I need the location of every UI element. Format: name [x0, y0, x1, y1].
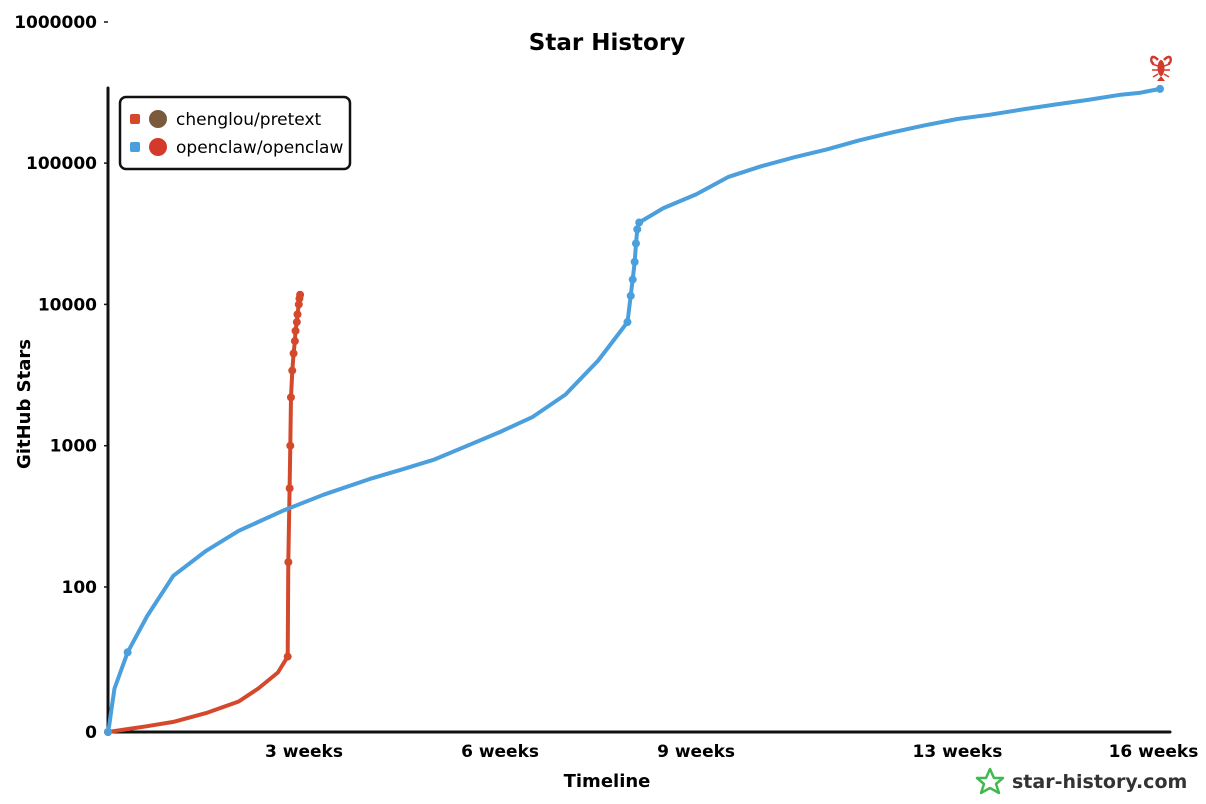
- y-tick-label: 0: [85, 723, 97, 743]
- series-layer: [104, 84, 1164, 736]
- legend-label-pretext: chenglou/pretext: [176, 110, 322, 130]
- legend-box: [118, 95, 352, 171]
- data-point: [1156, 84, 1164, 93]
- data-point: [286, 441, 295, 450]
- chart-title: Star History: [529, 30, 685, 56]
- y-tick-label: 1000: [50, 437, 97, 457]
- data-point: [104, 728, 112, 736]
- watermark-text: star-history.com: [1012, 771, 1187, 793]
- openclaw-avatar-icon: [149, 138, 167, 156]
- data-point: [294, 300, 303, 309]
- data-point: [283, 652, 292, 661]
- x-axis-title: Timeline: [564, 771, 651, 792]
- y-axis-ticks: 0 100 1000 10000 100000 1000000: [14, 13, 108, 743]
- data-point: [626, 291, 635, 300]
- x-tick-label: 13 weeks: [913, 742, 1003, 762]
- lobster-icon: [1149, 55, 1173, 81]
- watermark: star-history.com: [975, 767, 1187, 795]
- legend-swatch-pretext: [130, 114, 140, 124]
- y-axis-title: GitHub Stars: [14, 339, 35, 469]
- y-tick-label: 10000: [38, 295, 97, 315]
- data-point: [289, 349, 298, 358]
- data-point: [292, 318, 301, 327]
- series-line-pretext: [106, 292, 303, 734]
- data-point: [288, 366, 297, 375]
- y-tick-label: 100: [62, 578, 98, 598]
- pretext-avatar-icon: [149, 110, 167, 128]
- data-point: [296, 290, 305, 299]
- data-point: [291, 326, 300, 335]
- x-tick-label: 6 weeks: [461, 742, 539, 762]
- data-point: [286, 393, 295, 402]
- x-tick-label: 9 weeks: [657, 742, 735, 762]
- legend: chenglou/pretext openclaw/openclaw: [118, 95, 352, 171]
- data-point: [285, 484, 294, 493]
- y-tick-label: 1000000: [14, 13, 97, 33]
- series-line-openclaw: [106, 86, 1162, 734]
- x-axis-ticks: 3 weeks 6 weeks 9 weeks 13 weeks 16 weeks: [265, 742, 1198, 762]
- x-tick-label: 16 weeks: [1109, 742, 1199, 762]
- data-point: [633, 225, 642, 234]
- star-history-logo-icon: [975, 767, 1005, 795]
- x-tick-label: 3 weeks: [265, 742, 343, 762]
- legend-swatch-openclaw: [130, 142, 140, 152]
- data-point: [290, 337, 299, 346]
- y-tick-label: 100000: [26, 154, 97, 174]
- legend-label-openclaw: openclaw/openclaw: [176, 138, 343, 158]
- data-point: [284, 558, 293, 567]
- data-point: [631, 239, 640, 248]
- data-point: [623, 318, 632, 327]
- data-point: [293, 310, 302, 319]
- data-point: [628, 275, 637, 284]
- data-point: [630, 257, 639, 266]
- data-point: [123, 648, 132, 657]
- data-point: [635, 218, 644, 227]
